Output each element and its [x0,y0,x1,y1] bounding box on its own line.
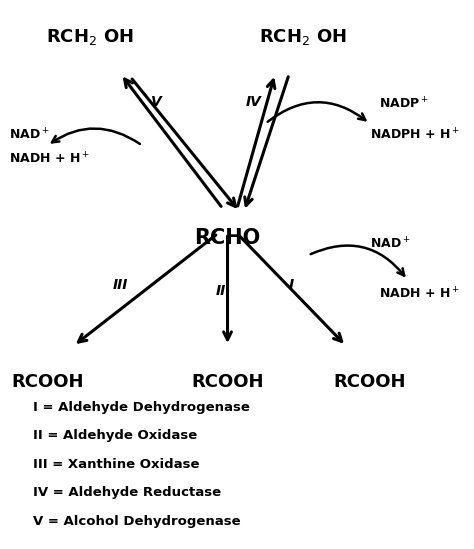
Text: NADPH + H$^+$: NADPH + H$^+$ [370,127,460,142]
Text: III: III [113,278,128,293]
Text: V: V [151,94,162,109]
Text: RCH$_2$ OH: RCH$_2$ OH [259,27,347,47]
Text: RCOOH: RCOOH [191,373,264,391]
Text: III = Xanthine Oxidase: III = Xanthine Oxidase [33,458,200,471]
Text: RCHO: RCHO [194,228,261,248]
Text: NADP$^+$: NADP$^+$ [379,97,429,112]
Text: II = Aldehyde Oxidase: II = Aldehyde Oxidase [33,429,198,442]
Text: II: II [215,284,226,298]
Text: RCH$_2$ OH: RCH$_2$ OH [46,27,134,47]
Text: NAD$^+$: NAD$^+$ [9,127,50,142]
Text: IV = Aldehyde Reductase: IV = Aldehyde Reductase [33,486,221,500]
Text: V = Alcohol Dehydrogenase: V = Alcohol Dehydrogenase [33,515,241,528]
Text: I: I [289,278,294,293]
Text: NADH + H$^+$: NADH + H$^+$ [379,286,460,301]
Text: NADH + H$^+$: NADH + H$^+$ [9,152,90,167]
Text: I = Aldehyde Dehydrogenase: I = Aldehyde Dehydrogenase [33,401,250,414]
Text: RCOOH: RCOOH [334,373,406,391]
Text: NAD$^+$: NAD$^+$ [370,237,410,252]
Text: IV: IV [246,94,262,109]
Text: RCOOH: RCOOH [11,373,83,391]
